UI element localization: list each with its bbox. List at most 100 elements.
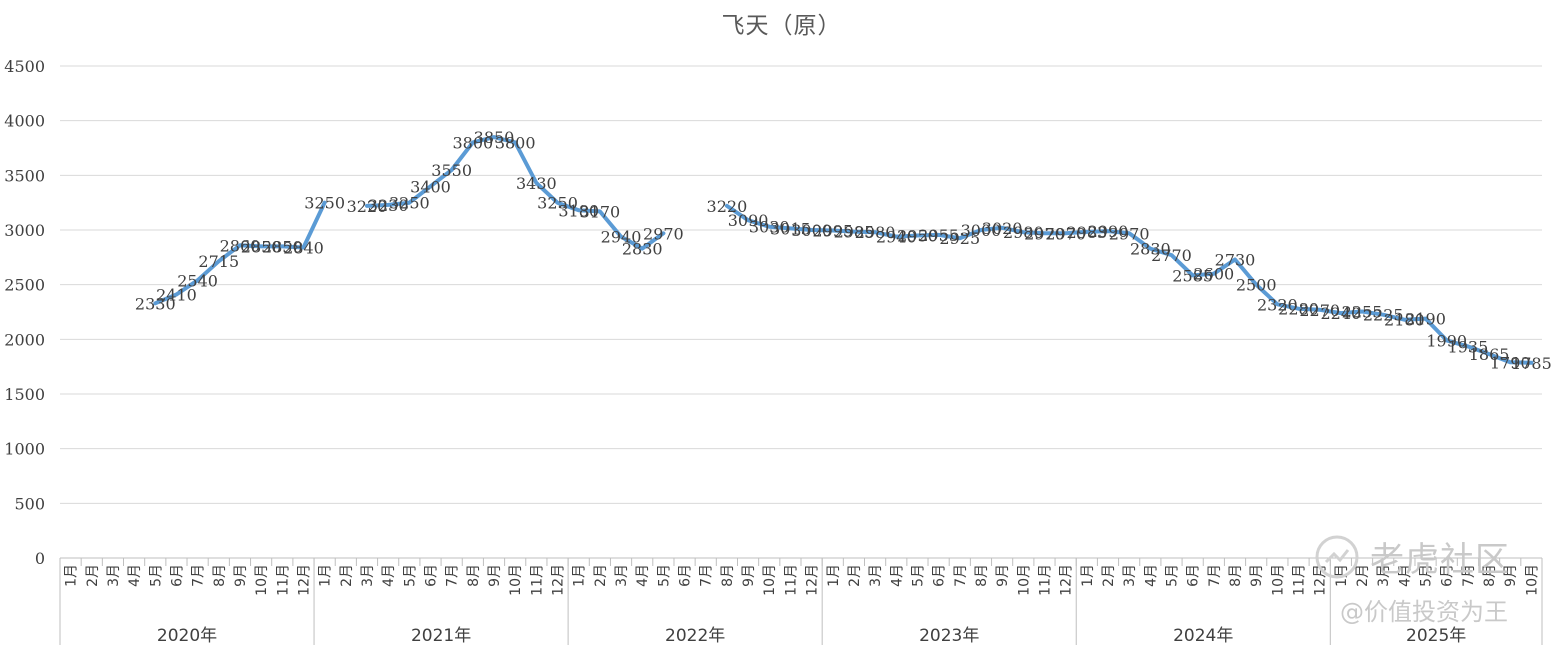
data-label: 2830 bbox=[622, 240, 663, 259]
data-label: 2540 bbox=[177, 271, 218, 290]
y-tick-label: 2500 bbox=[4, 276, 45, 295]
x-tick-label-month: 12月 bbox=[551, 564, 567, 596]
data-label: 2850 bbox=[262, 237, 303, 256]
x-tick-label-month: 1月 bbox=[64, 564, 80, 587]
x-tick-label-month: 11月 bbox=[529, 564, 545, 596]
data-label: 2270 bbox=[1299, 301, 1340, 320]
data-label: 2255 bbox=[1342, 302, 1383, 321]
y-tick-label: 1000 bbox=[4, 440, 45, 459]
data-label: 2840 bbox=[283, 238, 324, 257]
watermark-main: 老虎社区 bbox=[1370, 540, 1510, 580]
x-tick-label-month: 3月 bbox=[1376, 564, 1392, 587]
y-tick-label: 2000 bbox=[4, 330, 45, 349]
data-label: 2330 bbox=[135, 294, 176, 313]
x-tick-label-month: 4月 bbox=[635, 564, 651, 587]
data-label: 3250 bbox=[304, 194, 345, 213]
x-tick-label-month: 10月 bbox=[762, 564, 778, 596]
data-label: 3800 bbox=[452, 134, 493, 153]
tiger-logo-icon bbox=[1315, 535, 1359, 579]
data-label: 2600 bbox=[1193, 265, 1234, 284]
x-tick-label-month: 11月 bbox=[275, 564, 291, 596]
data-label: 2320 bbox=[1257, 295, 1298, 314]
data-label: 1990 bbox=[1426, 331, 1467, 350]
x-tick-label-year: 2024年 bbox=[1173, 626, 1233, 645]
x-tick-label-month: 4月 bbox=[1143, 564, 1159, 587]
x-tick-label-month: 11月 bbox=[783, 564, 799, 596]
data-label: 2983 bbox=[1066, 223, 1107, 242]
x-tick-label-month: 7月 bbox=[953, 564, 969, 587]
data-label: 3220 bbox=[707, 197, 748, 216]
x-tick-label-month: 1月 bbox=[826, 564, 842, 587]
x-tick-label-month: 6月 bbox=[1186, 564, 1202, 587]
data-label: 3000 bbox=[961, 221, 1002, 240]
x-tick-label-month: 6月 bbox=[932, 564, 948, 587]
x-tick-label-month: 3月 bbox=[106, 564, 122, 587]
series bbox=[153, 135, 1534, 365]
data-label: 3020 bbox=[982, 219, 1023, 238]
x-tick-label-month: 6月 bbox=[424, 564, 440, 587]
x-tick-label-month: 9月 bbox=[1249, 564, 1265, 587]
y-tick-label: 500 bbox=[14, 494, 45, 513]
x-tick-label-month: 6月 bbox=[169, 564, 185, 587]
y-tick-label: 4500 bbox=[4, 57, 45, 76]
data-label: 3550 bbox=[431, 161, 472, 180]
gridlines bbox=[60, 65, 1542, 504]
x-tick-label-month: 2月 bbox=[339, 564, 355, 587]
x-tick-label-month: 10月 bbox=[254, 564, 270, 596]
data-label: 2970 bbox=[1109, 224, 1150, 243]
x-tick-label-month: 5月 bbox=[402, 564, 418, 587]
x-tick-label-year: 2023年 bbox=[919, 626, 979, 645]
x-tick-label-year: 2020年 bbox=[157, 626, 217, 645]
data-label: 2940 bbox=[601, 228, 642, 247]
x-tick-label-month: 7月 bbox=[1461, 564, 1477, 587]
x-tick-label-month: 5月 bbox=[910, 564, 926, 587]
data-label: 2950 bbox=[897, 226, 938, 245]
x-tick-label-month: 8月 bbox=[720, 564, 736, 587]
x-tick-label-month: 3月 bbox=[1122, 564, 1138, 587]
data-label: 2990 bbox=[1088, 222, 1129, 241]
x-tick-label-month: 12月 bbox=[1059, 564, 1075, 596]
x-tick-label-month: 10月 bbox=[1524, 564, 1540, 596]
data-label: 1790 bbox=[1490, 353, 1531, 372]
x-tick-label-month: 8月 bbox=[1228, 564, 1244, 587]
x-tick-label-month: 8月 bbox=[974, 564, 990, 587]
data-label: 2280 bbox=[1278, 300, 1319, 319]
data-label: 3090 bbox=[728, 211, 769, 230]
x-tick-label-month: 3月 bbox=[360, 564, 376, 587]
x-tick-label-month: 10月 bbox=[1016, 564, 1032, 596]
series-line bbox=[153, 135, 1534, 365]
data-label: 2225 bbox=[1363, 306, 1404, 325]
y-tick-label: 0 bbox=[35, 549, 45, 568]
x-tick-label-month: 2月 bbox=[847, 564, 863, 587]
x-tick-label-month: 7月 bbox=[191, 564, 207, 587]
x-tick-label-month: 3月 bbox=[868, 564, 884, 587]
x-tick-label-month: 9月 bbox=[995, 564, 1011, 587]
data-label: 3250 bbox=[389, 194, 430, 213]
x-tick-label-month: 6月 bbox=[1440, 564, 1456, 587]
x-tick-label-month: 6月 bbox=[678, 564, 694, 587]
x-tick-label-month: 1月 bbox=[1080, 564, 1096, 587]
data-label: 2860 bbox=[220, 236, 261, 255]
x-tick-label-month: 4月 bbox=[1397, 564, 1413, 587]
data-label: 3170 bbox=[580, 202, 621, 221]
x-tick-label-month: 5月 bbox=[148, 564, 164, 587]
x-tick-label-month: 9月 bbox=[487, 564, 503, 587]
x-tick-label-month: 11月 bbox=[1292, 564, 1308, 596]
data-label: 2850 bbox=[241, 237, 282, 256]
y-tick-label: 1500 bbox=[4, 385, 45, 404]
data-label: 1865 bbox=[1469, 345, 1510, 364]
data-label: 3230 bbox=[368, 196, 409, 215]
x-tick-label-month: 5月 bbox=[1165, 564, 1181, 587]
x-tick-label-month: 7月 bbox=[445, 564, 461, 587]
data-label: 2500 bbox=[1236, 276, 1277, 295]
y-tick-label: 4000 bbox=[4, 112, 45, 131]
data-label: 3000 bbox=[791, 221, 832, 240]
data-label: 2980 bbox=[855, 223, 896, 242]
data-label: 1935 bbox=[1448, 337, 1489, 356]
data-label: 3400 bbox=[410, 177, 451, 196]
data-label: 2180 bbox=[1384, 311, 1425, 330]
data-label: 2730 bbox=[1215, 251, 1256, 270]
data-label: 2925 bbox=[939, 229, 980, 248]
